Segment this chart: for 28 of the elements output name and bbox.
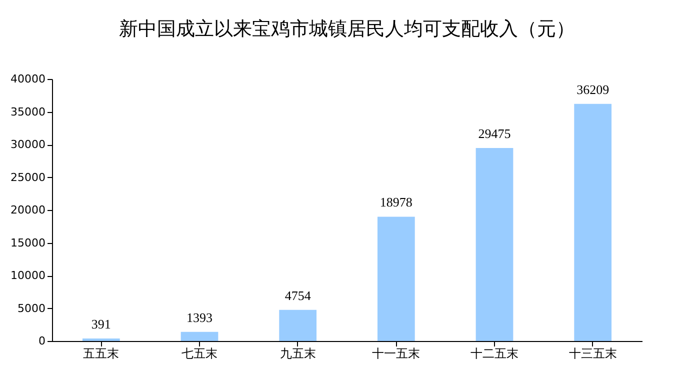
bar (180, 332, 218, 341)
y-tick-label: 15000 (10, 236, 46, 250)
y-tick-label: 30000 (10, 138, 46, 151)
y-tick-label: 5000 (18, 302, 46, 315)
x-tick-label: 五五末 (83, 346, 120, 360)
y-tick-label: 25000 (10, 170, 46, 184)
y-tick-label: 10000 (10, 269, 46, 282)
chart-title: 新中国成立以来宝鸡市城镇居民人均可支配收入（元） (119, 18, 575, 40)
data-label: 29475 (478, 126, 511, 141)
y-tick-label: 40000 (10, 72, 46, 86)
x-tick-label: 十三五末 (568, 346, 617, 360)
data-label: 36209 (576, 82, 610, 97)
bar (476, 148, 514, 341)
y-tick-label: 35000 (10, 105, 46, 118)
y-tick-label: 20000 (10, 204, 46, 216)
bar (82, 338, 120, 341)
x-tick-label: 十二五末 (470, 346, 518, 360)
bar (279, 310, 317, 341)
x-tick-label: 九五末 (280, 346, 316, 360)
bar (377, 216, 415, 341)
data-label: 18978 (380, 194, 412, 210)
x-tick-label: 十一五末 (372, 346, 420, 360)
data-label: 4754 (284, 288, 312, 303)
y-tick-label: 0 (38, 334, 46, 348)
data-label: 391 (91, 316, 111, 332)
x-tick-label: 七五末 (182, 346, 218, 360)
bar (574, 104, 612, 341)
data-label: 1393 (186, 310, 212, 325)
